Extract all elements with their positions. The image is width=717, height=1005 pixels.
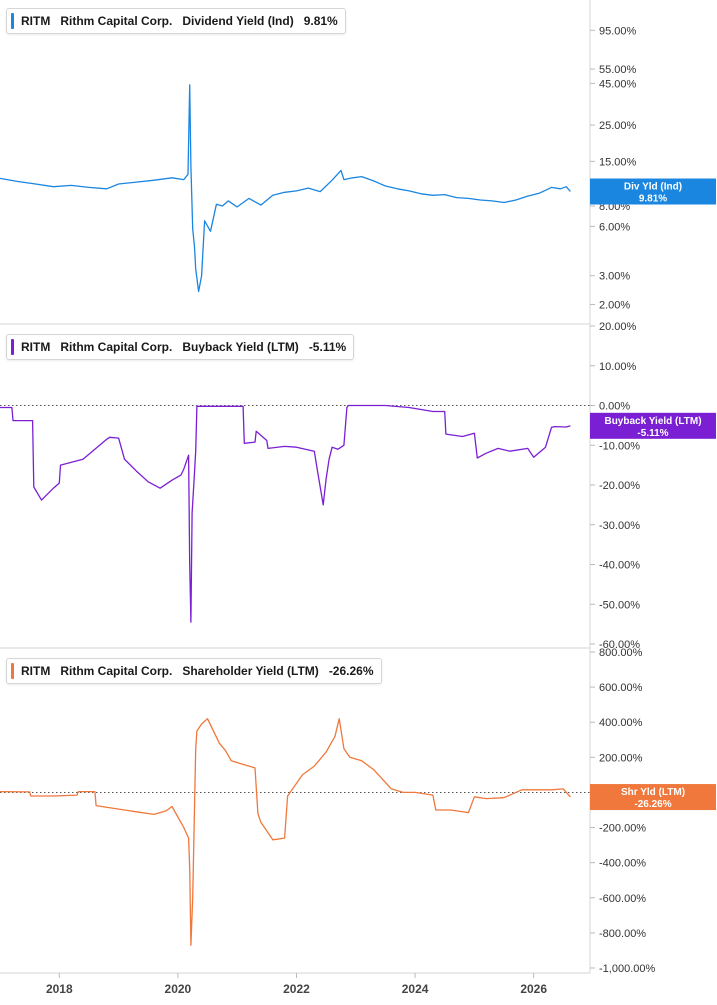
chart-panel-1: 2.00%3.00%6.00%8.00%15.00%25.00%45.00%55… [0, 25, 716, 311]
badge-background [590, 178, 716, 205]
legend-value-2: -5.11% [308, 340, 347, 354]
x-axis: 2018 2020 2022 2024 2026 [46, 973, 547, 996]
series-line-3 [0, 718, 571, 946]
legend-value-1: 9.81% [303, 14, 338, 28]
x-tick-label: 2024 [402, 982, 429, 996]
y-tick-label: -50.00% [599, 599, 640, 611]
badge-label: Div Yld (Ind) [624, 182, 682, 193]
y-tick-label: 15.00% [599, 156, 637, 168]
y-tick-label: -200.00% [599, 823, 646, 835]
y-tick-label: 6.00% [599, 221, 630, 233]
y-tick-label: 45.00% [599, 78, 637, 90]
y-tick-label: -20.00% [599, 480, 640, 492]
series-line-1 [0, 84, 571, 293]
legend-value-3: -26.26% [328, 664, 374, 678]
y-tick-label: -800.00% [599, 928, 646, 940]
badge-value: 9.81% [639, 194, 667, 205]
y-tick-label: -60.00% [599, 639, 640, 651]
y-tick-label: 25.00% [599, 120, 637, 132]
legend-swatch-3 [11, 663, 14, 679]
x-tick-label: 2020 [165, 982, 192, 996]
legend-metric-3: Shareholder Yield (LTM) [182, 664, 319, 678]
x-tick-label: 2022 [283, 982, 310, 996]
y-tick-label: 10.00% [599, 361, 637, 373]
chart-panel-2: 20.00% 10.00% 0.00% -10.00% -20.00% -30.00% -4… [0, 321, 716, 651]
y-tick-label: 55.00% [599, 64, 637, 76]
y-tick-label: 20.00% [599, 321, 637, 333]
badge-value: -26.26% [634, 799, 671, 810]
legend-metric-2: Buyback Yield (LTM) [182, 340, 299, 354]
legend-panel-1: RITM Rithm Capital Corp. Dividend Yield … [6, 8, 346, 34]
badge-label: Buyback Yield (LTM) [604, 416, 701, 427]
legend-company-2: Rithm Capital Corp. [60, 340, 173, 354]
legend-ticker-1: RITM [21, 14, 51, 28]
legend-panel-3: RITM Rithm Capital Corp. Shareholder Yie… [6, 658, 382, 684]
x-tick-label: 2018 [46, 982, 73, 996]
legend-swatch-1 [11, 13, 14, 29]
current-value-badge-1: Div Yld (Ind)9.81% [590, 178, 716, 205]
badge-value: -5.11% [637, 428, 668, 439]
y-tick-label: 3.00% [599, 271, 630, 283]
y-tick-label: -40.00% [599, 560, 640, 572]
chart-panels: 2.00%3.00%6.00%8.00%15.00%25.00%45.00%55… [0, 25, 716, 975]
current-value-badge-3: Shr Yld (LTM)-26.26% [590, 784, 716, 811]
legend-company-1: Rithm Capital Corp. [60, 14, 173, 28]
chart-panel-3: 800.00%600.00%400.00%200.00%0-200.00%-40… [0, 647, 716, 975]
y-tick-label: 400.00% [599, 717, 643, 729]
series-line-2 [0, 404, 571, 623]
x-tick-label: 2026 [520, 982, 547, 996]
badge-background [590, 412, 716, 439]
y-tick-label: 200.00% [599, 752, 643, 764]
current-value-badge-2: Buyback Yield (LTM)-5.11% [590, 412, 716, 439]
y-tick-label: -10.00% [599, 440, 640, 452]
legend-swatch-2 [11, 339, 14, 355]
legend-metric-1: Dividend Yield (Ind) [182, 14, 294, 28]
y-tick-label: -1,000.00% [599, 963, 655, 975]
y-tick-label: 800.00% [599, 647, 643, 659]
legend-ticker-2: RITM [21, 340, 51, 354]
badge-label: Shr Yld (LTM) [621, 787, 685, 798]
y-tick-label: 600.00% [599, 682, 643, 694]
y-tick-label: 0.00% [599, 401, 630, 413]
legend-company-3: Rithm Capital Corp. [60, 664, 173, 678]
legend-panel-2: RITM Rithm Capital Corp. Buyback Yield (… [6, 334, 355, 360]
y-tick-label: -30.00% [599, 520, 640, 532]
y-tick-label: 95.00% [599, 25, 637, 37]
badge-background [590, 784, 716, 811]
y-tick-label: -600.00% [599, 893, 646, 905]
panel-dividers [0, 0, 591, 974]
legend-ticker-3: RITM [21, 664, 51, 678]
y-tick-label: -400.00% [599, 858, 646, 870]
y-tick-label: 2.00% [599, 299, 630, 311]
